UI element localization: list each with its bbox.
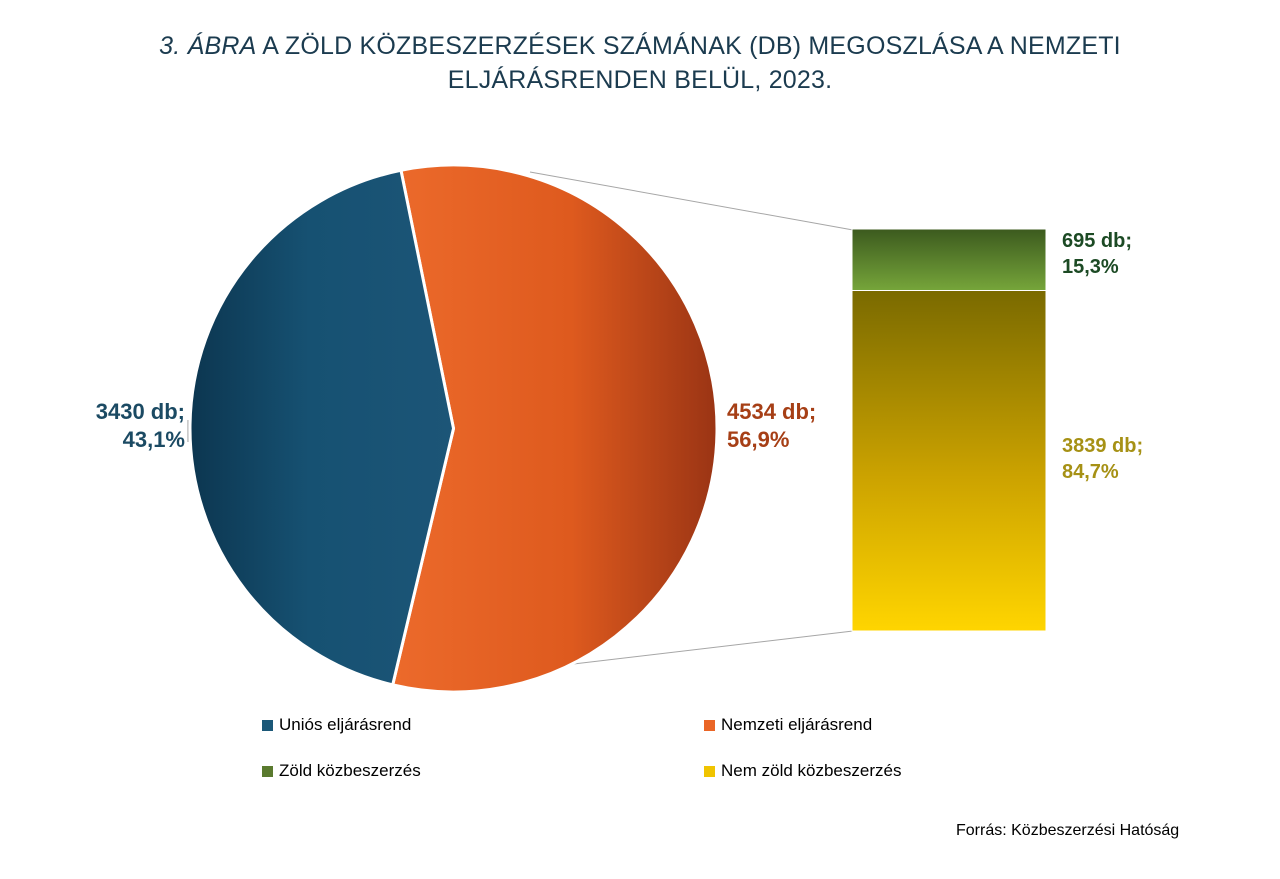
svg-text:84,7%: 84,7% (1062, 461, 1119, 483)
svg-text:43,1%: 43,1% (123, 427, 185, 452)
svg-text:3430 db;: 3430 db; (96, 399, 185, 424)
svg-text:695 db;: 695 db; (1062, 230, 1132, 252)
svg-text:4534 db;: 4534 db; (727, 399, 816, 424)
svg-text:56,9%: 56,9% (727, 427, 789, 452)
svg-text:15,3%: 15,3% (1062, 256, 1119, 278)
svg-text:3839 db;: 3839 db; (1062, 435, 1143, 457)
